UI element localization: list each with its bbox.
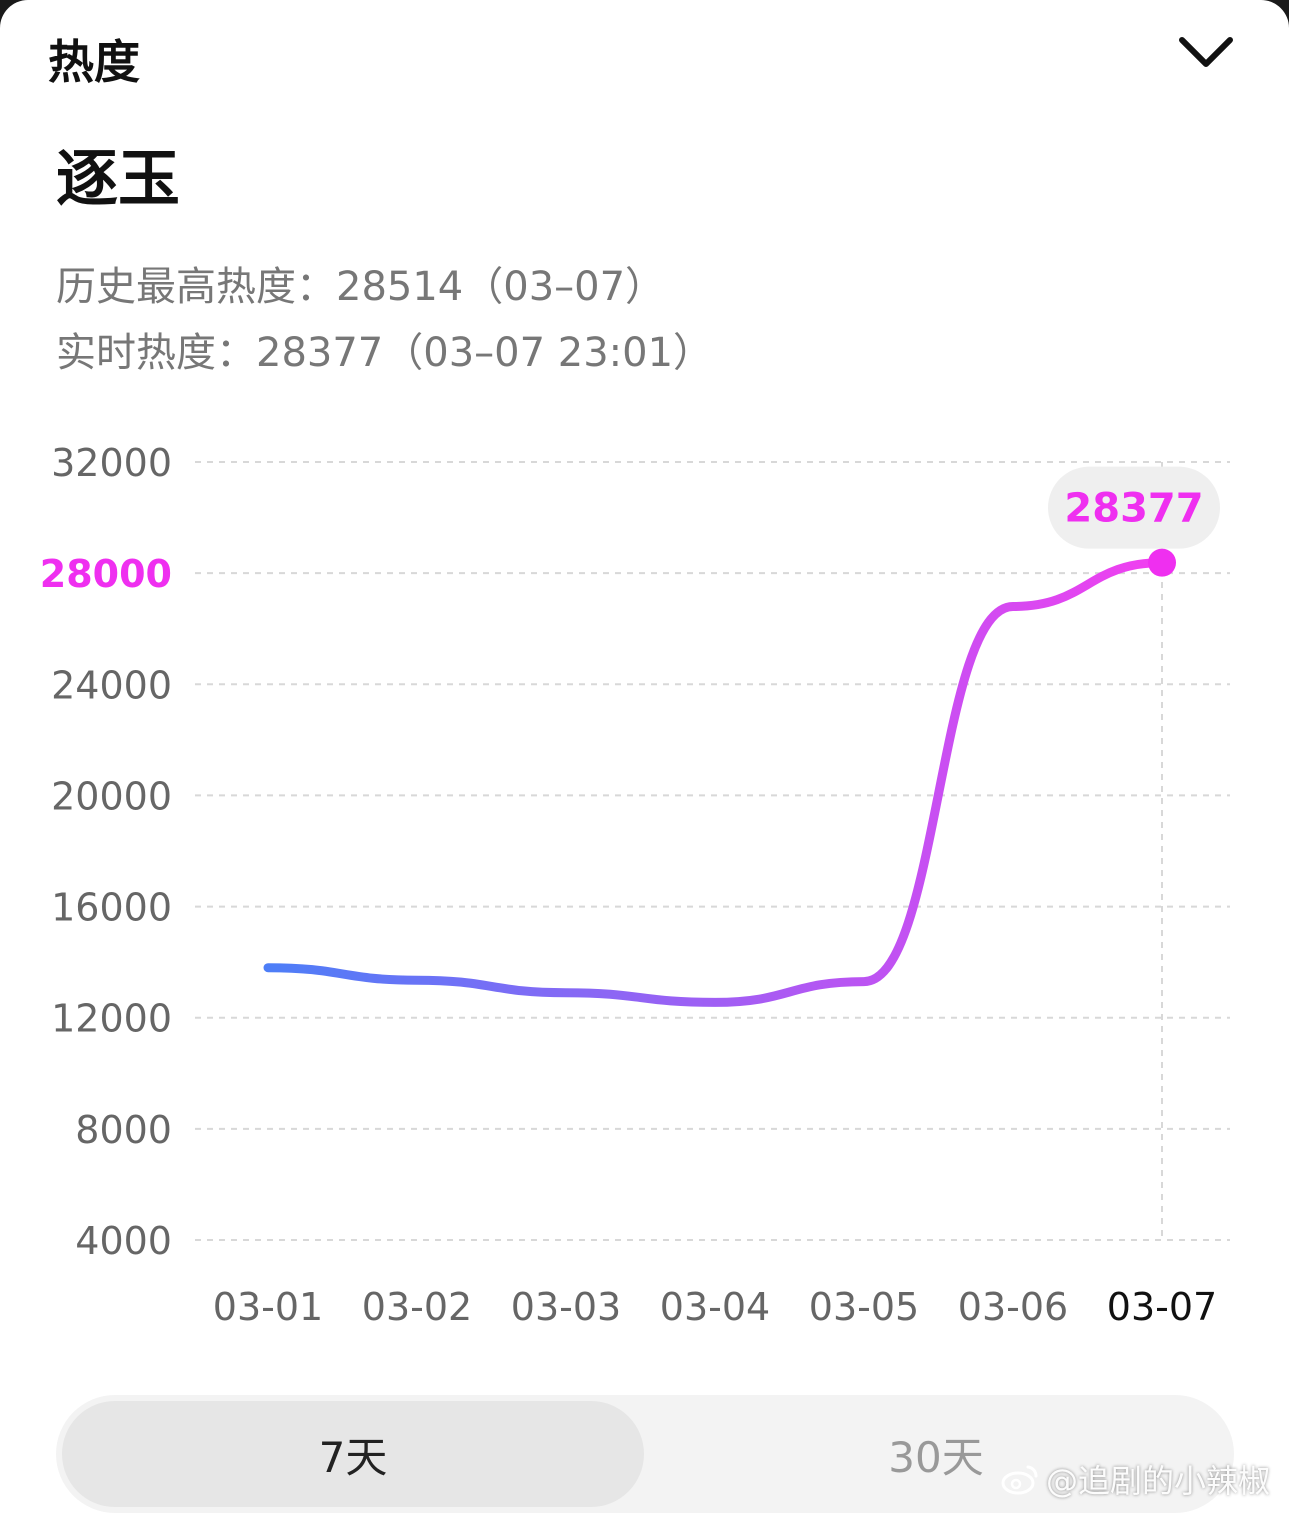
x-tick-label: 03-07 — [1107, 1285, 1217, 1329]
y-tick-label: 4000 — [75, 1219, 172, 1263]
heat-line-chart[interactable]: 4000 8000 12000 16000 20000 24000 28000 32000 03… — [0, 420, 1289, 1360]
y-tick-label: 32000 — [51, 441, 172, 485]
chevron-down-icon[interactable] — [1176, 30, 1236, 78]
tab-7-days[interactable]: 7天 — [62, 1401, 644, 1507]
drama-title: 逐玉 — [56, 128, 180, 218]
live-heat-label: 实时热度： — [56, 330, 256, 376]
y-tick-label: 12000 — [51, 997, 172, 1041]
x-tick-label: 03-05 — [809, 1285, 919, 1329]
y-tick-label: 16000 — [51, 886, 172, 930]
x-tick-label: 03-01 — [213, 1285, 323, 1329]
weibo-icon — [1000, 1462, 1040, 1496]
y-tick-label: 28000 — [40, 552, 172, 596]
peak-heat-date: （03–07） — [463, 264, 665, 310]
x-tick-label: 03-02 — [362, 1285, 472, 1329]
x-tick-label: 03-06 — [958, 1285, 1068, 1329]
x-tick-label: 03-03 — [511, 1285, 621, 1329]
selected-data-point — [1148, 549, 1176, 577]
x-tick-label: 03-04 — [660, 1285, 770, 1329]
live-heat-stat: 实时热度：28377（03–07 23:01） — [56, 320, 713, 378]
tooltip-value: 28377 — [1064, 486, 1203, 532]
watermark: @追剧的小辣椒 — [1000, 1456, 1270, 1502]
peak-heat-stat: 历史最高热度：28514（03–07） — [56, 254, 665, 312]
live-heat-time: （03–07 23:01） — [383, 330, 713, 376]
header-title: 热度 — [48, 26, 140, 92]
y-tick-label: 20000 — [51, 774, 172, 818]
y-tick-label: 8000 — [75, 1108, 172, 1152]
heat-series-line — [268, 563, 1162, 1003]
y-tick-label: 24000 — [51, 663, 172, 707]
live-heat-value: 28377 — [256, 330, 383, 376]
watermark-text: @追剧的小辣椒 — [1046, 1456, 1270, 1502]
peak-heat-value: 28514 — [336, 264, 463, 310]
peak-heat-label: 历史最高热度： — [56, 264, 336, 310]
